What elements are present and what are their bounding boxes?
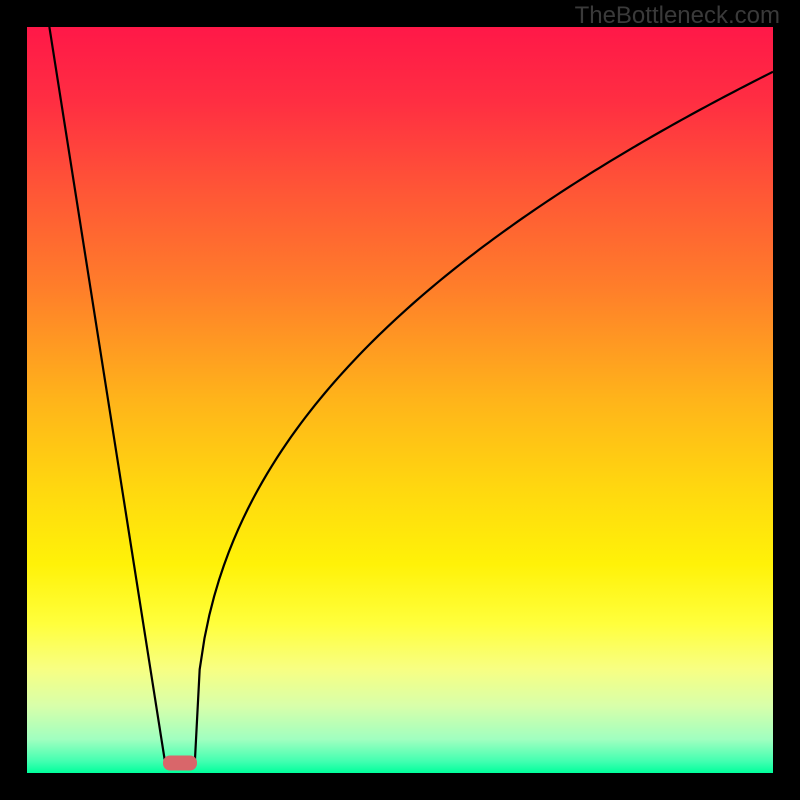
chart-container: TheBottleneck.com <box>0 0 800 800</box>
curve-layer <box>27 27 773 773</box>
plot-area <box>27 27 773 773</box>
optimal-marker <box>163 755 197 770</box>
curve-left-branch <box>49 27 165 762</box>
watermark-text: TheBottleneck.com <box>575 2 780 30</box>
curve-right-branch <box>195 72 773 762</box>
